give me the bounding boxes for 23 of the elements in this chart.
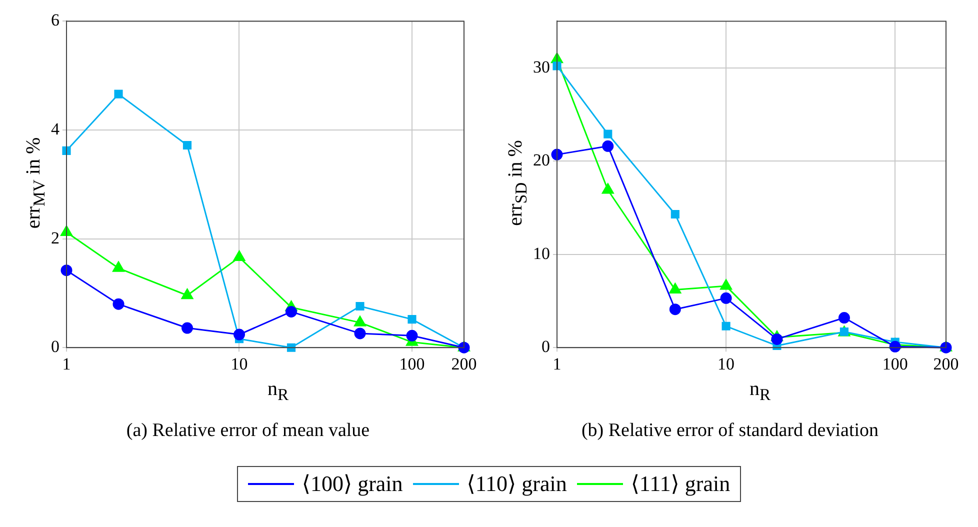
y-tick-label: 0: [51, 337, 60, 356]
x-tick-label: 200: [933, 354, 959, 374]
x-tick-label: 100: [882, 354, 908, 374]
x-tick-label: 200: [451, 354, 477, 374]
text: (a) Relative error of mean value: [126, 420, 370, 442]
legend-label: ⟨100⟩ grain: [302, 471, 403, 497]
text: (b) Relative error of standard deviation: [581, 420, 879, 442]
y-tick-label: 10: [533, 244, 550, 263]
x-tick-label: 10: [230, 354, 248, 374]
x-axis-title: n$_{R}$: [749, 378, 771, 405]
x-tick-label: 100: [399, 354, 425, 374]
y-tick-label: 20: [533, 150, 550, 170]
legend-label: ⟨111⟩ grain: [630, 471, 730, 497]
y-tick-label: 4: [51, 119, 60, 138]
y-tick-label: 2: [51, 228, 60, 248]
y-tick-label: 6: [51, 10, 60, 30]
y-tick-label: 0: [542, 337, 550, 356]
x-tick-label: 10: [718, 354, 735, 374]
y-tick-label: 30: [533, 57, 550, 76]
legend-label: ⟨110⟩ grain: [466, 471, 567, 497]
x-axis-title: n$_{R}$: [267, 378, 289, 405]
x-tick-label: 1: [62, 354, 71, 374]
x-tick-label: 1: [552, 354, 562, 374]
